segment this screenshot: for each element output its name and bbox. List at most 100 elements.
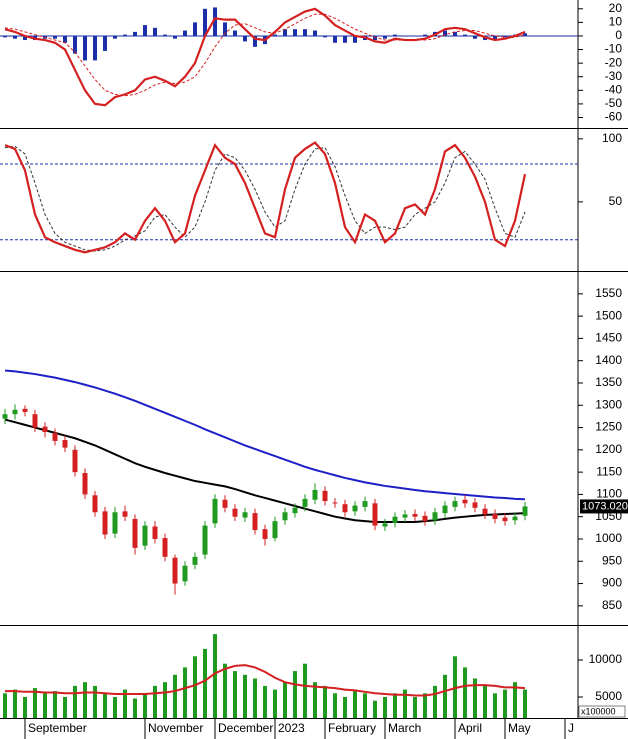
x-tick-label: J bbox=[568, 721, 574, 735]
candle-body bbox=[122, 511, 128, 517]
candle-body bbox=[172, 557, 178, 584]
y-tick-label: 1200 bbox=[595, 442, 622, 456]
candle-body bbox=[72, 449, 78, 473]
histogram-bar bbox=[213, 7, 217, 36]
volume-bar bbox=[483, 685, 487, 718]
x-tick-label: September bbox=[28, 721, 87, 735]
candle-body bbox=[132, 518, 138, 548]
volume-bar bbox=[173, 674, 177, 718]
histogram-bar bbox=[423, 34, 427, 36]
volume-bar bbox=[463, 667, 467, 718]
histogram-bar bbox=[73, 35, 77, 54]
volume-bar bbox=[13, 689, 17, 718]
y-tick-label: 1300 bbox=[595, 397, 622, 411]
candle-body bbox=[392, 516, 398, 523]
x-tick-label: 2023 bbox=[278, 721, 305, 735]
histogram-bar bbox=[183, 30, 187, 36]
stochastic-k bbox=[4, 141, 527, 254]
candle-body bbox=[522, 506, 528, 516]
y-tick-label: 5000 bbox=[595, 689, 622, 703]
candle-body bbox=[52, 432, 58, 441]
volume-bar bbox=[263, 685, 267, 718]
histogram-bar bbox=[113, 35, 117, 39]
volume-bar bbox=[33, 688, 37, 718]
candle-body bbox=[452, 501, 458, 507]
candle-body bbox=[42, 426, 48, 433]
volume-bar bbox=[153, 685, 157, 718]
volume-bar bbox=[203, 648, 207, 718]
volume-bar bbox=[213, 634, 217, 718]
candle-body bbox=[322, 490, 328, 502]
y-tick-label: 1350 bbox=[595, 375, 622, 389]
volume-bar bbox=[3, 693, 7, 718]
histogram-bar bbox=[463, 34, 467, 36]
candle-body bbox=[22, 408, 28, 412]
volume-bar bbox=[133, 698, 137, 718]
volume-bar bbox=[23, 696, 27, 718]
moving-average bbox=[4, 369, 526, 501]
candle-body bbox=[512, 516, 518, 521]
x-tick-label: May bbox=[508, 721, 531, 735]
y-tick-label: -60 bbox=[605, 110, 623, 124]
last-price-box bbox=[580, 499, 628, 514]
volume-bar bbox=[323, 685, 327, 718]
y-tick-label: 0 bbox=[615, 28, 622, 42]
histogram-bar bbox=[283, 29, 287, 36]
volume-bar bbox=[343, 696, 347, 718]
candle-body bbox=[302, 498, 308, 507]
moving-average bbox=[4, 418, 526, 524]
volume-bar bbox=[53, 691, 57, 718]
histogram-bar bbox=[3, 35, 7, 38]
candle-body bbox=[272, 521, 278, 539]
stochastic-d bbox=[4, 145, 526, 252]
volume-bar bbox=[283, 682, 287, 718]
y-tick-label: 1450 bbox=[595, 331, 622, 345]
candle-body bbox=[342, 504, 348, 513]
x-tick-label: February bbox=[328, 721, 376, 735]
candle-body bbox=[312, 489, 318, 500]
volume-bar bbox=[513, 682, 517, 718]
x-tick-label: April bbox=[458, 721, 482, 735]
y-tick-label: -20 bbox=[605, 55, 623, 69]
volume-bar bbox=[123, 689, 127, 718]
candle-body bbox=[252, 513, 258, 531]
histogram-bar bbox=[163, 34, 167, 36]
histogram-bar bbox=[123, 34, 127, 36]
histogram-bar bbox=[93, 35, 97, 61]
y-tick-label: -10 bbox=[605, 42, 623, 56]
histogram-bar bbox=[303, 29, 307, 36]
histogram-bar bbox=[523, 33, 527, 36]
candle-body bbox=[112, 512, 118, 534]
volume-bar bbox=[93, 685, 97, 718]
y-tick-label: 1000 bbox=[595, 531, 622, 545]
y-tick-label: 1150 bbox=[596, 464, 622, 478]
candle-body bbox=[352, 505, 358, 512]
candle-body bbox=[222, 499, 228, 508]
histogram-bar bbox=[473, 35, 477, 39]
candle-body bbox=[242, 512, 248, 518]
volume-bar bbox=[503, 689, 507, 718]
histogram-bar bbox=[133, 31, 137, 36]
histogram-bar bbox=[503, 35, 507, 38]
volume-bar bbox=[353, 689, 357, 718]
signal-line bbox=[4, 13, 526, 97]
volume-bar bbox=[233, 671, 237, 718]
histogram-bar bbox=[193, 22, 197, 36]
histogram-bar bbox=[443, 30, 447, 36]
y-tick-label: 900 bbox=[602, 576, 622, 590]
candle-body bbox=[62, 440, 68, 448]
volume-bar bbox=[73, 685, 77, 718]
volume-bar bbox=[293, 671, 297, 718]
volume-average bbox=[5, 664, 526, 697]
volume-bar bbox=[413, 696, 417, 718]
histogram-bar bbox=[23, 35, 27, 41]
candle-body bbox=[502, 517, 508, 522]
candle-body bbox=[492, 514, 498, 519]
histogram-bar bbox=[323, 35, 327, 38]
unit-label: x100000 bbox=[581, 706, 616, 716]
candle-body bbox=[232, 508, 238, 517]
y-tick-label: 10000 bbox=[589, 652, 623, 666]
y-tick-label: 850 bbox=[602, 598, 622, 612]
candle-body bbox=[12, 409, 18, 415]
